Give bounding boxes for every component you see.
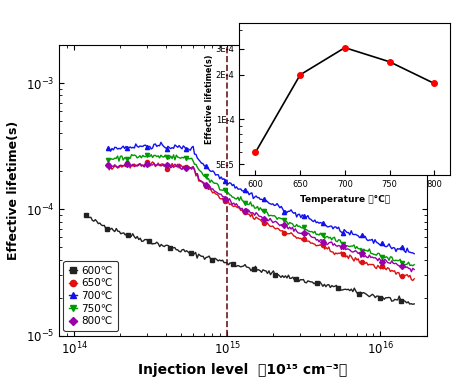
Y-axis label: Effective lifetime(s): Effective lifetime(s) [7,121,20,260]
Y-axis label: Effective lifetime(s): Effective lifetime(s) [205,54,214,144]
X-axis label: Temperature （°C）: Temperature （°C） [300,195,390,204]
Legend: 600℃, 650℃, 700℃, 750℃, 800℃: 600℃, 650℃, 700℃, 750℃, 800℃ [64,261,118,331]
X-axis label: Injection level  （10¹⁵ cm⁻³）: Injection level （10¹⁵ cm⁻³） [138,363,347,377]
